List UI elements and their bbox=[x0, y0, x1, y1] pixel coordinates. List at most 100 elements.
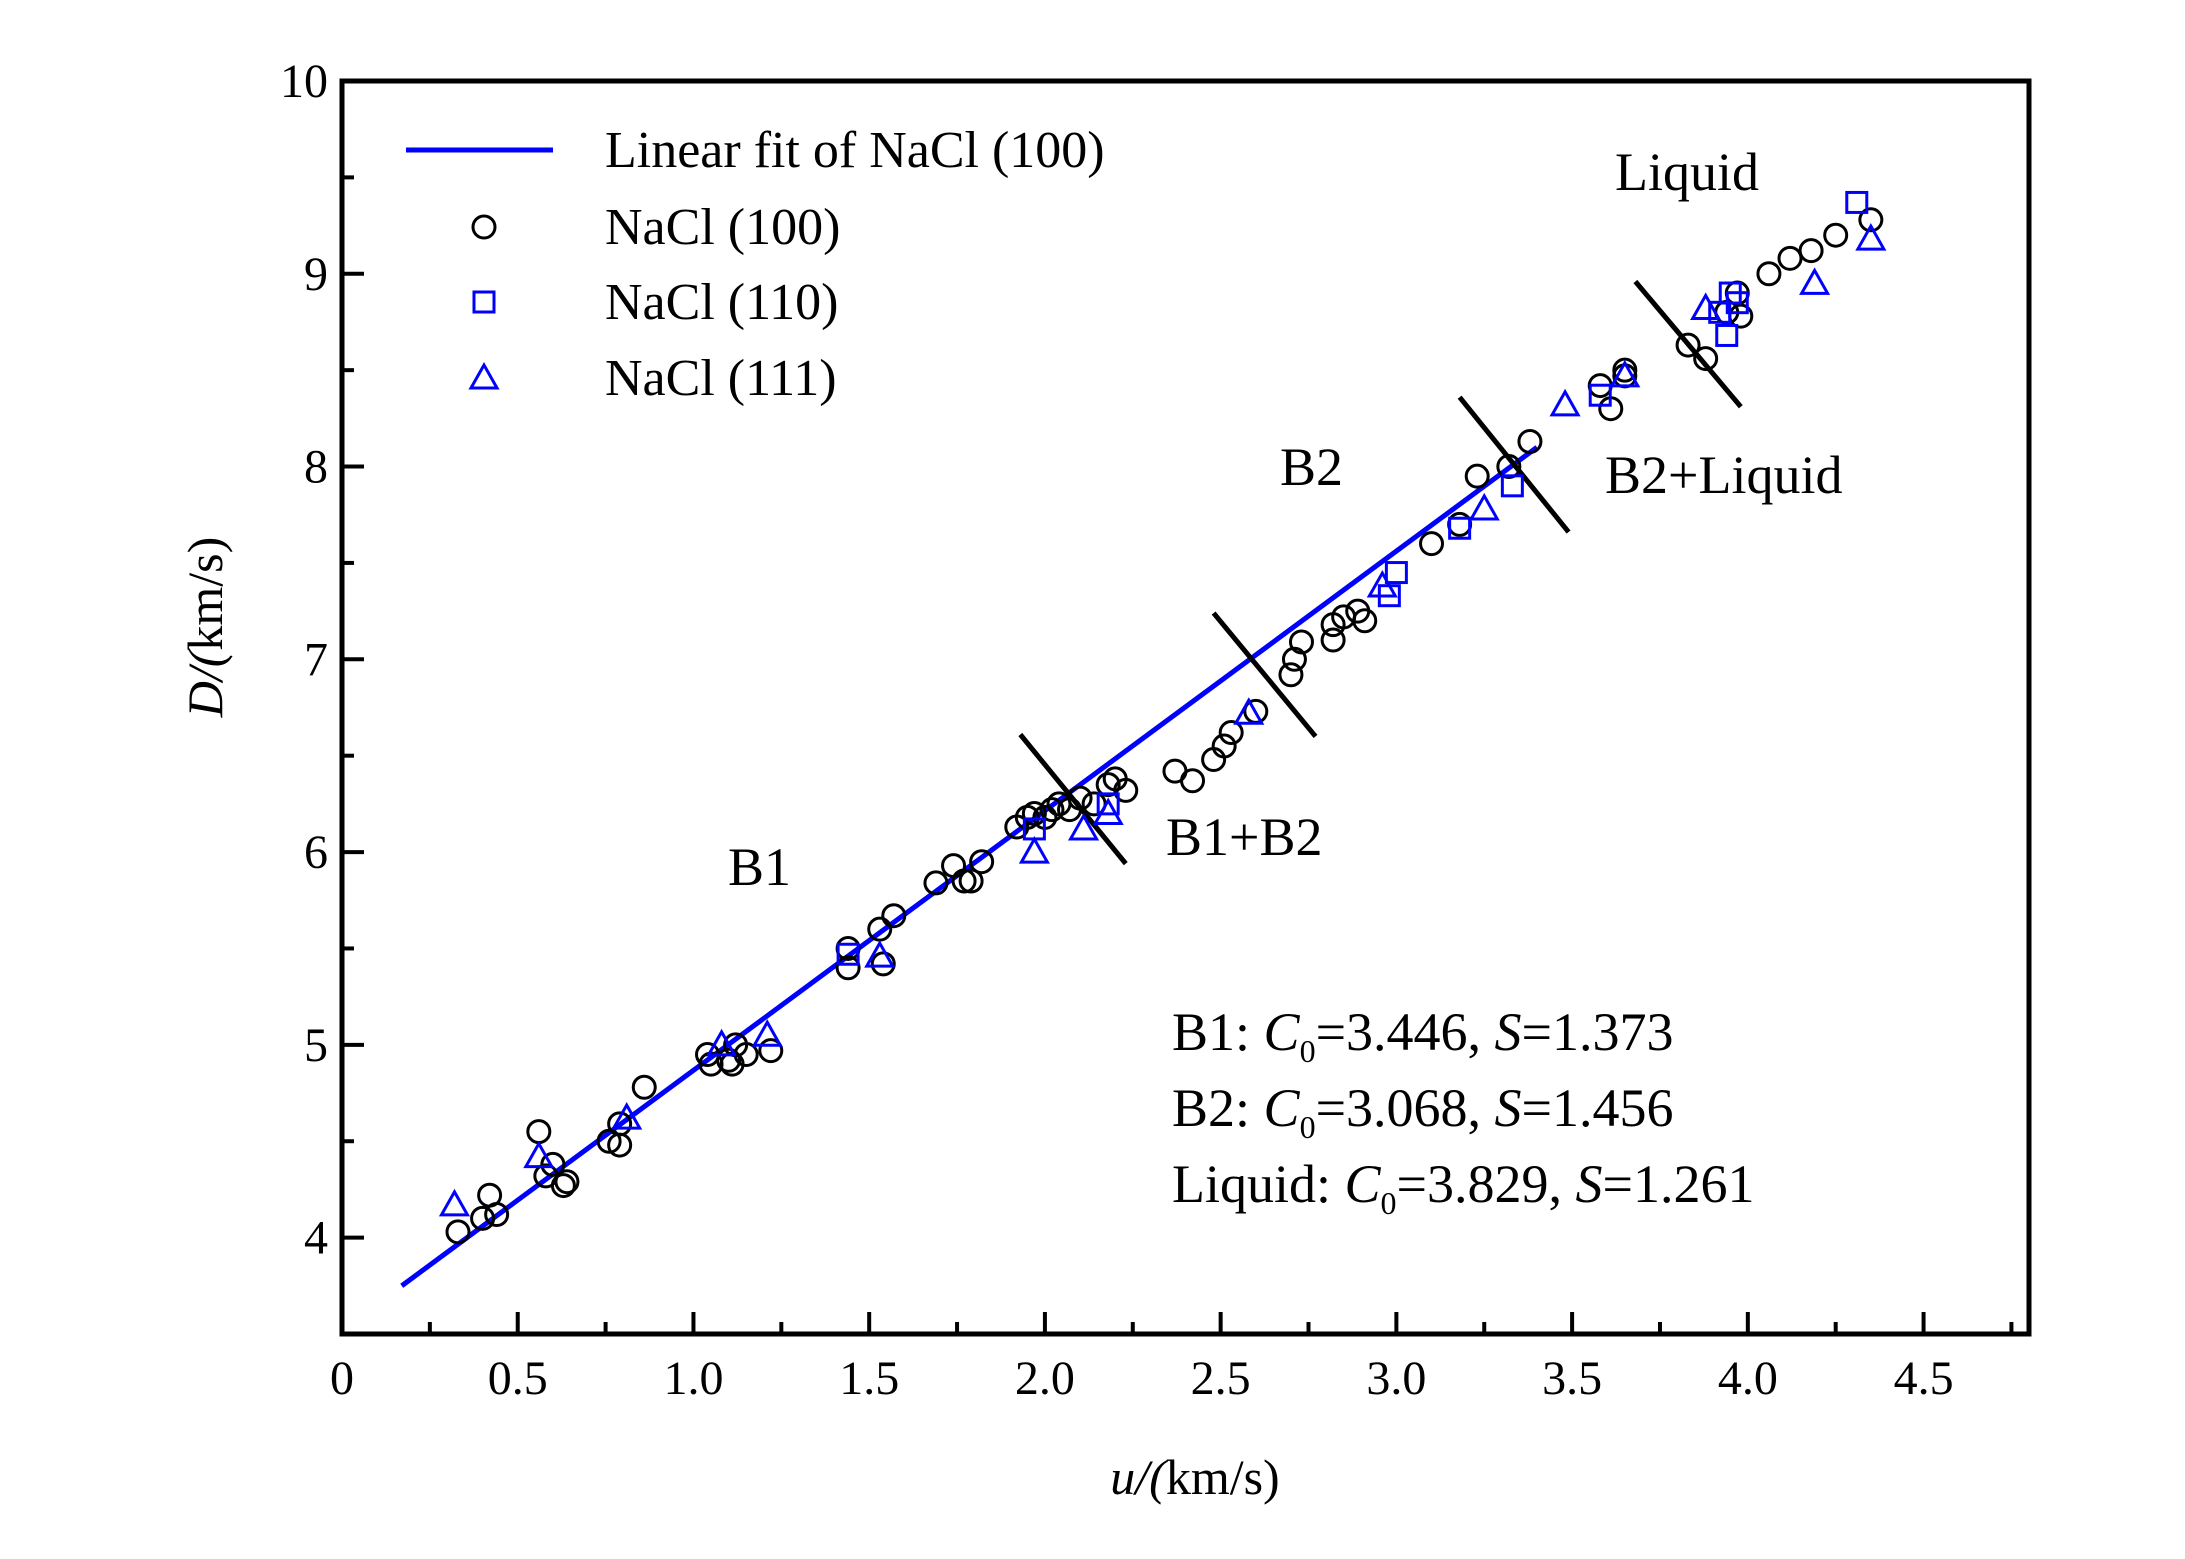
legend-marker-triangle bbox=[468, 361, 500, 390]
data-point-triangle bbox=[1092, 797, 1124, 826]
data-point-circle bbox=[1798, 238, 1824, 264]
data-point-circle bbox=[758, 1038, 784, 1064]
data-point-circle bbox=[1464, 463, 1490, 489]
c0-value: =3.829, bbox=[1397, 1154, 1576, 1214]
data-point-square bbox=[1384, 561, 1408, 585]
linear-fit-line bbox=[400, 445, 1539, 1288]
x-tick-label: 1.5 bbox=[839, 1352, 899, 1405]
x-axis-label: u/(km/s) bbox=[1110, 1449, 1280, 1505]
x-tick-label: 0 bbox=[330, 1352, 354, 1405]
phase-label: B1+B2 bbox=[1166, 807, 1323, 867]
c0-symbol: C bbox=[1264, 1078, 1301, 1138]
data-point-circle bbox=[835, 955, 861, 981]
phase-boundary-line bbox=[1633, 279, 1743, 409]
data-point-triangle bbox=[1468, 492, 1500, 521]
data-point-circle bbox=[1288, 629, 1314, 655]
data-point-circle bbox=[1278, 662, 1304, 688]
y-tick-label: 6 bbox=[304, 826, 328, 879]
c0-subscript: 0 bbox=[1300, 1033, 1316, 1069]
data-point-triangle bbox=[864, 940, 896, 968]
data-point-circle bbox=[958, 868, 984, 894]
data-point-circle bbox=[951, 868, 977, 894]
data-point-circle bbox=[1352, 608, 1378, 634]
x-tick-label: 2.5 bbox=[1191, 1352, 1251, 1405]
x-tick-label: 0.5 bbox=[488, 1352, 548, 1405]
s-value: =1.261 bbox=[1603, 1154, 1755, 1214]
series-square bbox=[836, 190, 1869, 966]
data-point-circle bbox=[923, 870, 949, 896]
data-point-circle bbox=[526, 1119, 552, 1145]
phase-boundary-line bbox=[1457, 395, 1571, 534]
c0-symbol: C bbox=[1264, 1002, 1301, 1062]
data-point-circle bbox=[1281, 646, 1307, 672]
data-point-circle bbox=[631, 1074, 657, 1100]
x-tick-label: 3.0 bbox=[1366, 1352, 1426, 1405]
c0-subscript: 0 bbox=[1381, 1185, 1397, 1221]
x-tick-label: 4.0 bbox=[1718, 1352, 1778, 1405]
data-point-circle bbox=[1756, 261, 1782, 287]
data-point-circle bbox=[881, 903, 907, 929]
data-point-circle bbox=[870, 951, 896, 977]
data-point-circle bbox=[941, 853, 967, 879]
data-point-circle bbox=[1496, 454, 1522, 480]
data-point-circle bbox=[1218, 720, 1244, 746]
phase-label: B2+Liquid bbox=[1605, 445, 1842, 505]
series-triangle bbox=[438, 223, 1887, 1217]
data-point-circle bbox=[1067, 785, 1093, 811]
s-value: =1.373 bbox=[1522, 1002, 1674, 1062]
s-symbol: S bbox=[1495, 1002, 1522, 1062]
data-point-triangle bbox=[1233, 697, 1265, 725]
fit-phase: B1: bbox=[1172, 1002, 1264, 1062]
data-point-triangle bbox=[751, 1019, 783, 1047]
data-point-circle bbox=[550, 1173, 576, 1199]
data-point-circle bbox=[607, 1132, 633, 1158]
data-point-square bbox=[1845, 190, 1869, 214]
x-tick-label: 4.5 bbox=[1894, 1352, 1954, 1405]
data-point-circle bbox=[484, 1201, 510, 1227]
data-point-triangle bbox=[1799, 267, 1831, 295]
s-value: =1.456 bbox=[1522, 1078, 1674, 1138]
y-tick-label: 5 bbox=[304, 1019, 328, 1072]
data-point-triangle bbox=[438, 1188, 471, 1217]
data-point-circle bbox=[1675, 332, 1701, 358]
fit-params-line: Liquid: C0=3.829, S=1.261 bbox=[1172, 1154, 1754, 1221]
s-symbol: S bbox=[1576, 1154, 1603, 1214]
data-point-square bbox=[1725, 291, 1749, 315]
legend-label-fit: Linear fit of NaCl (100) bbox=[605, 122, 1105, 179]
y-tick-label: 4 bbox=[304, 1212, 328, 1265]
axes: 0 0.5 1.0 1.5 2.0 2.5 3.0 3.5 4.0 4.5 4 5 6 7 8 9 10 bbox=[280, 55, 2014, 1405]
data-point-circle bbox=[969, 849, 995, 875]
plot-marks bbox=[400, 190, 1887, 1288]
fit-params-line: B1: C0=3.446, S=1.373 bbox=[1172, 1002, 1674, 1069]
c0-value: =3.068, bbox=[1316, 1078, 1495, 1138]
data-point-square bbox=[1096, 792, 1120, 816]
legend-label: NaCl (100) bbox=[605, 199, 840, 256]
x-tick-label: 2.0 bbox=[1015, 1352, 1075, 1405]
data-point-circle bbox=[445, 1219, 471, 1245]
data-point-circle bbox=[1823, 222, 1849, 248]
c0-value: =3.446, bbox=[1316, 1002, 1495, 1062]
phase-label: B2 bbox=[1280, 437, 1343, 497]
s-symbol: S bbox=[1495, 1078, 1522, 1138]
phase-label: B1 bbox=[728, 837, 791, 897]
phase-label: Liquid bbox=[1615, 142, 1759, 202]
y-tick-label: 10 bbox=[280, 55, 328, 108]
data-point-circle bbox=[1180, 768, 1206, 794]
data-point-circle bbox=[1095, 772, 1121, 798]
legend-label: NaCl (110) bbox=[605, 274, 838, 331]
legend-label: NaCl (111) bbox=[605, 350, 837, 407]
data-point-circle bbox=[1693, 346, 1719, 372]
data-point-circle bbox=[1447, 511, 1473, 537]
legend: Linear fit of NaCl (100) NaCl (100) NaCl (… bbox=[406, 122, 1105, 407]
data-point-circle bbox=[540, 1151, 566, 1177]
data-point-triangle bbox=[1609, 359, 1641, 388]
data-point-circle bbox=[470, 1205, 496, 1231]
data-point-square bbox=[1588, 383, 1612, 407]
c0-symbol: C bbox=[1345, 1154, 1382, 1214]
data-point-square bbox=[1715, 323, 1739, 347]
data-point-circle bbox=[1858, 207, 1884, 233]
data-point-triangle bbox=[1549, 388, 1581, 417]
data-point-circle bbox=[1039, 797, 1065, 823]
